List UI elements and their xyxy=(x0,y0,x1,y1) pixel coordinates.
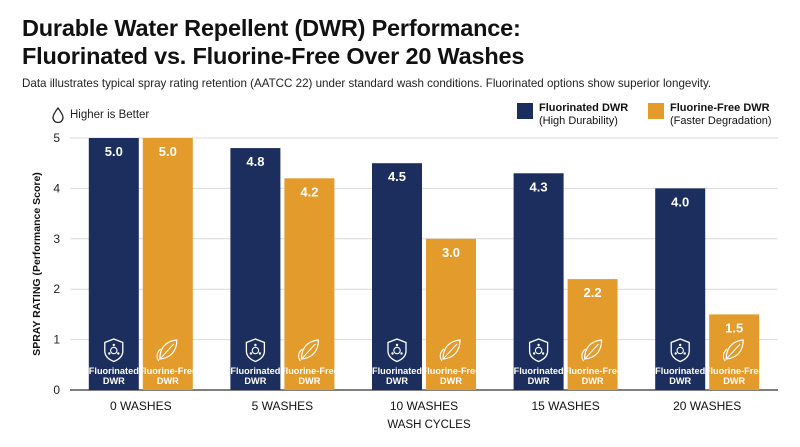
y-tick-label: 0 xyxy=(53,383,60,397)
bar-inner-label: Fluorine-Free xyxy=(422,366,481,376)
bar-fluorine-free xyxy=(426,238,476,390)
shield-molecule-icon xyxy=(104,338,124,363)
x-tick-label: 5 WASHES xyxy=(252,399,314,413)
bar-fluorinated xyxy=(88,138,139,390)
x-tick-label: 15 WASHES xyxy=(531,399,599,413)
y-tick-label: 2 xyxy=(53,282,60,296)
chart-title: Durable Water Repellent (DWR) Performanc… xyxy=(22,14,524,70)
higher-is-better-note: Higher is Better xyxy=(52,107,149,123)
x-tick-label: 10 WASHES xyxy=(390,399,458,413)
bar-fluorinated xyxy=(655,188,706,390)
bar-fluorinated xyxy=(372,163,422,390)
y-tick-label: 1 xyxy=(53,333,60,347)
bar-inner-label: Fluorine-Free xyxy=(280,366,339,376)
bar-inner-label: Fluorinated xyxy=(372,366,422,376)
bar-inner-label: DWR xyxy=(157,376,179,386)
bar-inner-label: DWR xyxy=(723,376,745,386)
shield-molecule-icon xyxy=(387,338,407,363)
chart-title-line-1: Durable Water Repellent (DWR) Performanc… xyxy=(22,15,521,41)
y-axis-title: SPRAY RATING (Performance Score) xyxy=(31,172,43,356)
chart-title-line-2: Fluorinated vs. Fluorine-Free Over 20 Wa… xyxy=(22,43,525,69)
bar-inner-label: DWR xyxy=(440,376,462,386)
bar-fluorinated xyxy=(230,148,281,390)
bar-inner-label: DWR xyxy=(103,376,125,386)
leaf-icon xyxy=(722,339,744,362)
bar-inner-label: Fluorinated xyxy=(514,366,564,376)
bar-fluorinated xyxy=(513,173,564,390)
leaf-icon xyxy=(439,339,461,362)
y-tick-label: 5 xyxy=(53,131,60,145)
chart-subtitle: Data illustrates typical spray rating re… xyxy=(22,77,712,90)
data-label: 4.2 xyxy=(300,184,318,199)
legend-note-fluorinated: (High Durability) xyxy=(539,115,618,127)
data-label: 5.0 xyxy=(159,144,177,159)
bar-fluorine-free xyxy=(709,314,760,390)
bar-inner-label: DWR xyxy=(386,376,408,386)
data-label: 4.3 xyxy=(530,179,548,194)
shield-molecule-icon xyxy=(245,338,266,363)
data-label: 5.0 xyxy=(105,144,123,159)
bar-inner-label: Fluorinated xyxy=(89,366,139,376)
data-label: 4.5 xyxy=(388,169,406,184)
bar-inner-label: DWR xyxy=(528,376,550,386)
bar-fluorine-free xyxy=(284,178,335,390)
legend-swatch-fluorinated xyxy=(517,103,533,119)
bar-inner-label: Fluorinated xyxy=(230,366,280,376)
higher-is-better-text: Higher is Better xyxy=(70,109,150,121)
droplet-icon xyxy=(52,107,64,123)
bar-inner-label: DWR xyxy=(244,376,266,386)
x-tick-label: 20 WASHES xyxy=(673,399,741,413)
leaf-icon xyxy=(156,339,178,362)
bar-inner-label: Fluorine-Free xyxy=(563,366,622,376)
shield-molecule-icon xyxy=(670,338,690,363)
bar-inner-label: Fluorine-Free xyxy=(705,366,764,376)
data-label: 4.0 xyxy=(671,194,689,209)
legend-label-fluorinated: Fluorinated DWR xyxy=(539,102,629,114)
bar-inner-label: Fluorine-Free xyxy=(138,366,197,376)
bar-fluorine-free xyxy=(567,279,618,390)
bar-inner-label: DWR xyxy=(669,376,691,386)
data-label: 4.8 xyxy=(246,154,264,169)
data-label: 1.5 xyxy=(725,320,743,335)
legend-swatch-fluorine-free xyxy=(648,103,664,119)
data-label: 3.0 xyxy=(442,245,460,260)
bar-inner-label: DWR xyxy=(582,376,604,386)
legend-item-fluorinated: Fluorinated DWR (High Durability) xyxy=(517,102,628,128)
y-tick-label: 3 xyxy=(53,232,60,246)
shield-molecule-icon xyxy=(528,338,549,363)
bar-fluorine-free xyxy=(142,138,193,390)
leaf-icon xyxy=(298,339,320,362)
x-tick-label: 0 WASHES xyxy=(110,399,172,413)
x-axis-title: WASH CYCLES xyxy=(387,419,471,431)
legend-item-fluorine-free: Fluorine-Free DWR (Faster Degradation) xyxy=(648,102,772,128)
legend-note-fluorine-free: (Faster Degradation) xyxy=(670,115,772,127)
bar-inner-label: DWR xyxy=(298,376,320,386)
legend-label-fluorine-free: Fluorine-Free DWR xyxy=(670,102,770,114)
leaf-icon xyxy=(581,339,603,362)
data-label: 2.2 xyxy=(584,285,602,300)
bar-inner-label: Fluorinated xyxy=(655,366,705,376)
y-tick-label: 4 xyxy=(53,181,60,195)
